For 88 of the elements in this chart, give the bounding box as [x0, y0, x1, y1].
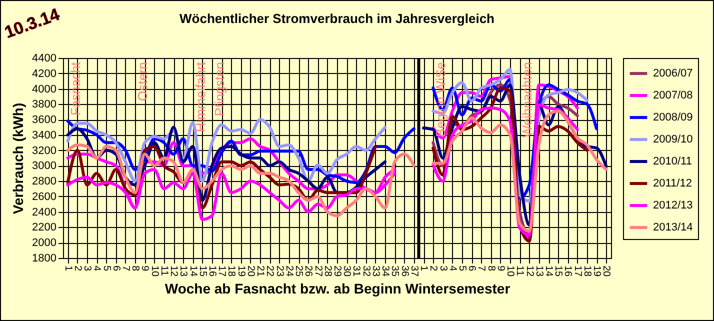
x-tick-label: 35 — [389, 266, 400, 278]
x-tick-label: 18 — [581, 266, 592, 278]
legend-label: 2008/09 — [653, 112, 693, 124]
x-tick-label: 13 — [178, 266, 189, 278]
x-tick-label: 34 — [380, 266, 391, 278]
x-tick-label: 9 — [494, 266, 506, 272]
x-tick-label: 14 — [187, 266, 198, 278]
x-tick-label: 3 — [82, 266, 93, 272]
y-tick-label: 2600 — [32, 190, 56, 203]
x-tick-label: 32 — [360, 266, 372, 278]
x-tick-label: 25 — [293, 266, 304, 278]
x-tick-label: 10 — [148, 266, 160, 278]
x-tick-label: 31 — [350, 266, 362, 278]
x-tick-label: 5 — [456, 266, 468, 272]
legend-label: 2011/12 — [653, 178, 692, 190]
x-tick-label: 15 — [552, 266, 564, 278]
x-tick-label: 6 — [466, 266, 478, 272]
x-tick-label: 13 — [533, 266, 544, 278]
y-tick-label: 2400 — [32, 206, 56, 218]
annotation: Fasnacht — [68, 62, 83, 116]
x-tick-label: 12 — [168, 266, 180, 278]
x-tick-label: 17 — [572, 266, 583, 278]
y-axis-title: Verbrauch (kWh) — [10, 102, 26, 214]
legend-label: 2013/14 — [653, 222, 693, 234]
x-tick-label: 37 — [408, 266, 420, 278]
x-tick-label: 20 — [244, 266, 256, 278]
x-tick-label: 20 — [600, 266, 612, 278]
y-tick-label: 1800 — [32, 252, 56, 264]
x-tick-label: 1 — [418, 266, 430, 272]
x-tick-label: 8 — [485, 266, 496, 272]
annotation: Beginn WiSe — [433, 62, 448, 138]
x-tick-label: 11 — [514, 266, 526, 276]
x-tick-label: 14 — [543, 266, 554, 278]
x-tick-label: 12 — [524, 266, 535, 278]
y-tick-label: 4400 — [32, 52, 56, 64]
legend-label: 2009/10 — [653, 134, 693, 146]
x-tick-label: 10 — [504, 266, 516, 278]
x-tick-label: 11 — [158, 266, 170, 276]
x-tick-label: 33 — [370, 266, 381, 278]
y-tick-label: 3200 — [32, 144, 56, 157]
annotation: Weihnachten — [520, 62, 535, 138]
x-tick-label: 4 — [446, 266, 458, 272]
legend-label: 2006/07 — [653, 68, 693, 80]
y-tick-label: 3800 — [32, 98, 56, 111]
y-tick-label: 3000 — [32, 160, 56, 172]
chart-title: Wöchentlicher Stromverbrauch im Jahresvergleich — [180, 11, 495, 26]
y-tick-label: 3400 — [32, 129, 56, 142]
x-tick-label: 15 — [196, 266, 208, 278]
x-tick-label: 24 — [283, 266, 294, 278]
legend-label: 2010/11 — [653, 156, 692, 168]
x-tick-label: 4 — [91, 266, 102, 272]
y-tick-label: 2200 — [32, 222, 56, 234]
x-tick-label: 2 — [428, 266, 439, 272]
x-tick-label: 16 — [562, 266, 574, 278]
x-tick-label: 7 — [120, 266, 131, 272]
annotation: Pfingsten — [212, 62, 228, 116]
legend-label: 2012/13 — [653, 200, 693, 212]
x-tick-label: 16 — [206, 266, 218, 278]
legend-label: 2007/08 — [653, 90, 693, 102]
x-tick-label: 28 — [322, 266, 333, 278]
x-tick-label: 2 — [72, 266, 83, 272]
x-tick-label: 17 — [216, 266, 228, 278]
x-tick-label: 1 — [62, 266, 74, 272]
y-tick-label: 4000 — [32, 83, 56, 96]
x-tick-label: 26 — [302, 266, 314, 278]
x-tick-label: 23 — [274, 266, 285, 278]
x-tick-label: 3 — [437, 266, 448, 272]
x-tick-label: 19 — [591, 266, 602, 278]
x-tick-label: 36 — [398, 266, 410, 278]
x-axis-title: Woche ab Fasnacht bzw. ab Beginn Wintersemester — [164, 280, 511, 297]
y-tick-label: 2800 — [32, 176, 56, 188]
annotation: Ostern — [135, 62, 150, 102]
x-tick-label: 19 — [235, 266, 246, 278]
x-tick-label: 27 — [312, 266, 324, 278]
y-tick-label: 3600 — [32, 114, 56, 126]
x-tick-label: 18 — [226, 266, 237, 278]
x-tick-label: 22 — [264, 266, 276, 278]
x-tick-label: 7 — [476, 266, 487, 272]
x-tick-label: 29 — [332, 266, 342, 278]
x-tick-label: 9 — [139, 266, 150, 272]
y-tick-label: 2000 — [32, 237, 56, 250]
x-tick-label: 30 — [341, 266, 352, 278]
x-tick-label: 5 — [100, 266, 112, 272]
x-tick-label: 6 — [110, 266, 122, 272]
y-tick-label: 4200 — [32, 68, 56, 80]
x-tick-label: 21 — [254, 266, 266, 278]
x-tick-label: 8 — [130, 266, 141, 272]
annotation: Himmelfahrt — [192, 62, 208, 132]
